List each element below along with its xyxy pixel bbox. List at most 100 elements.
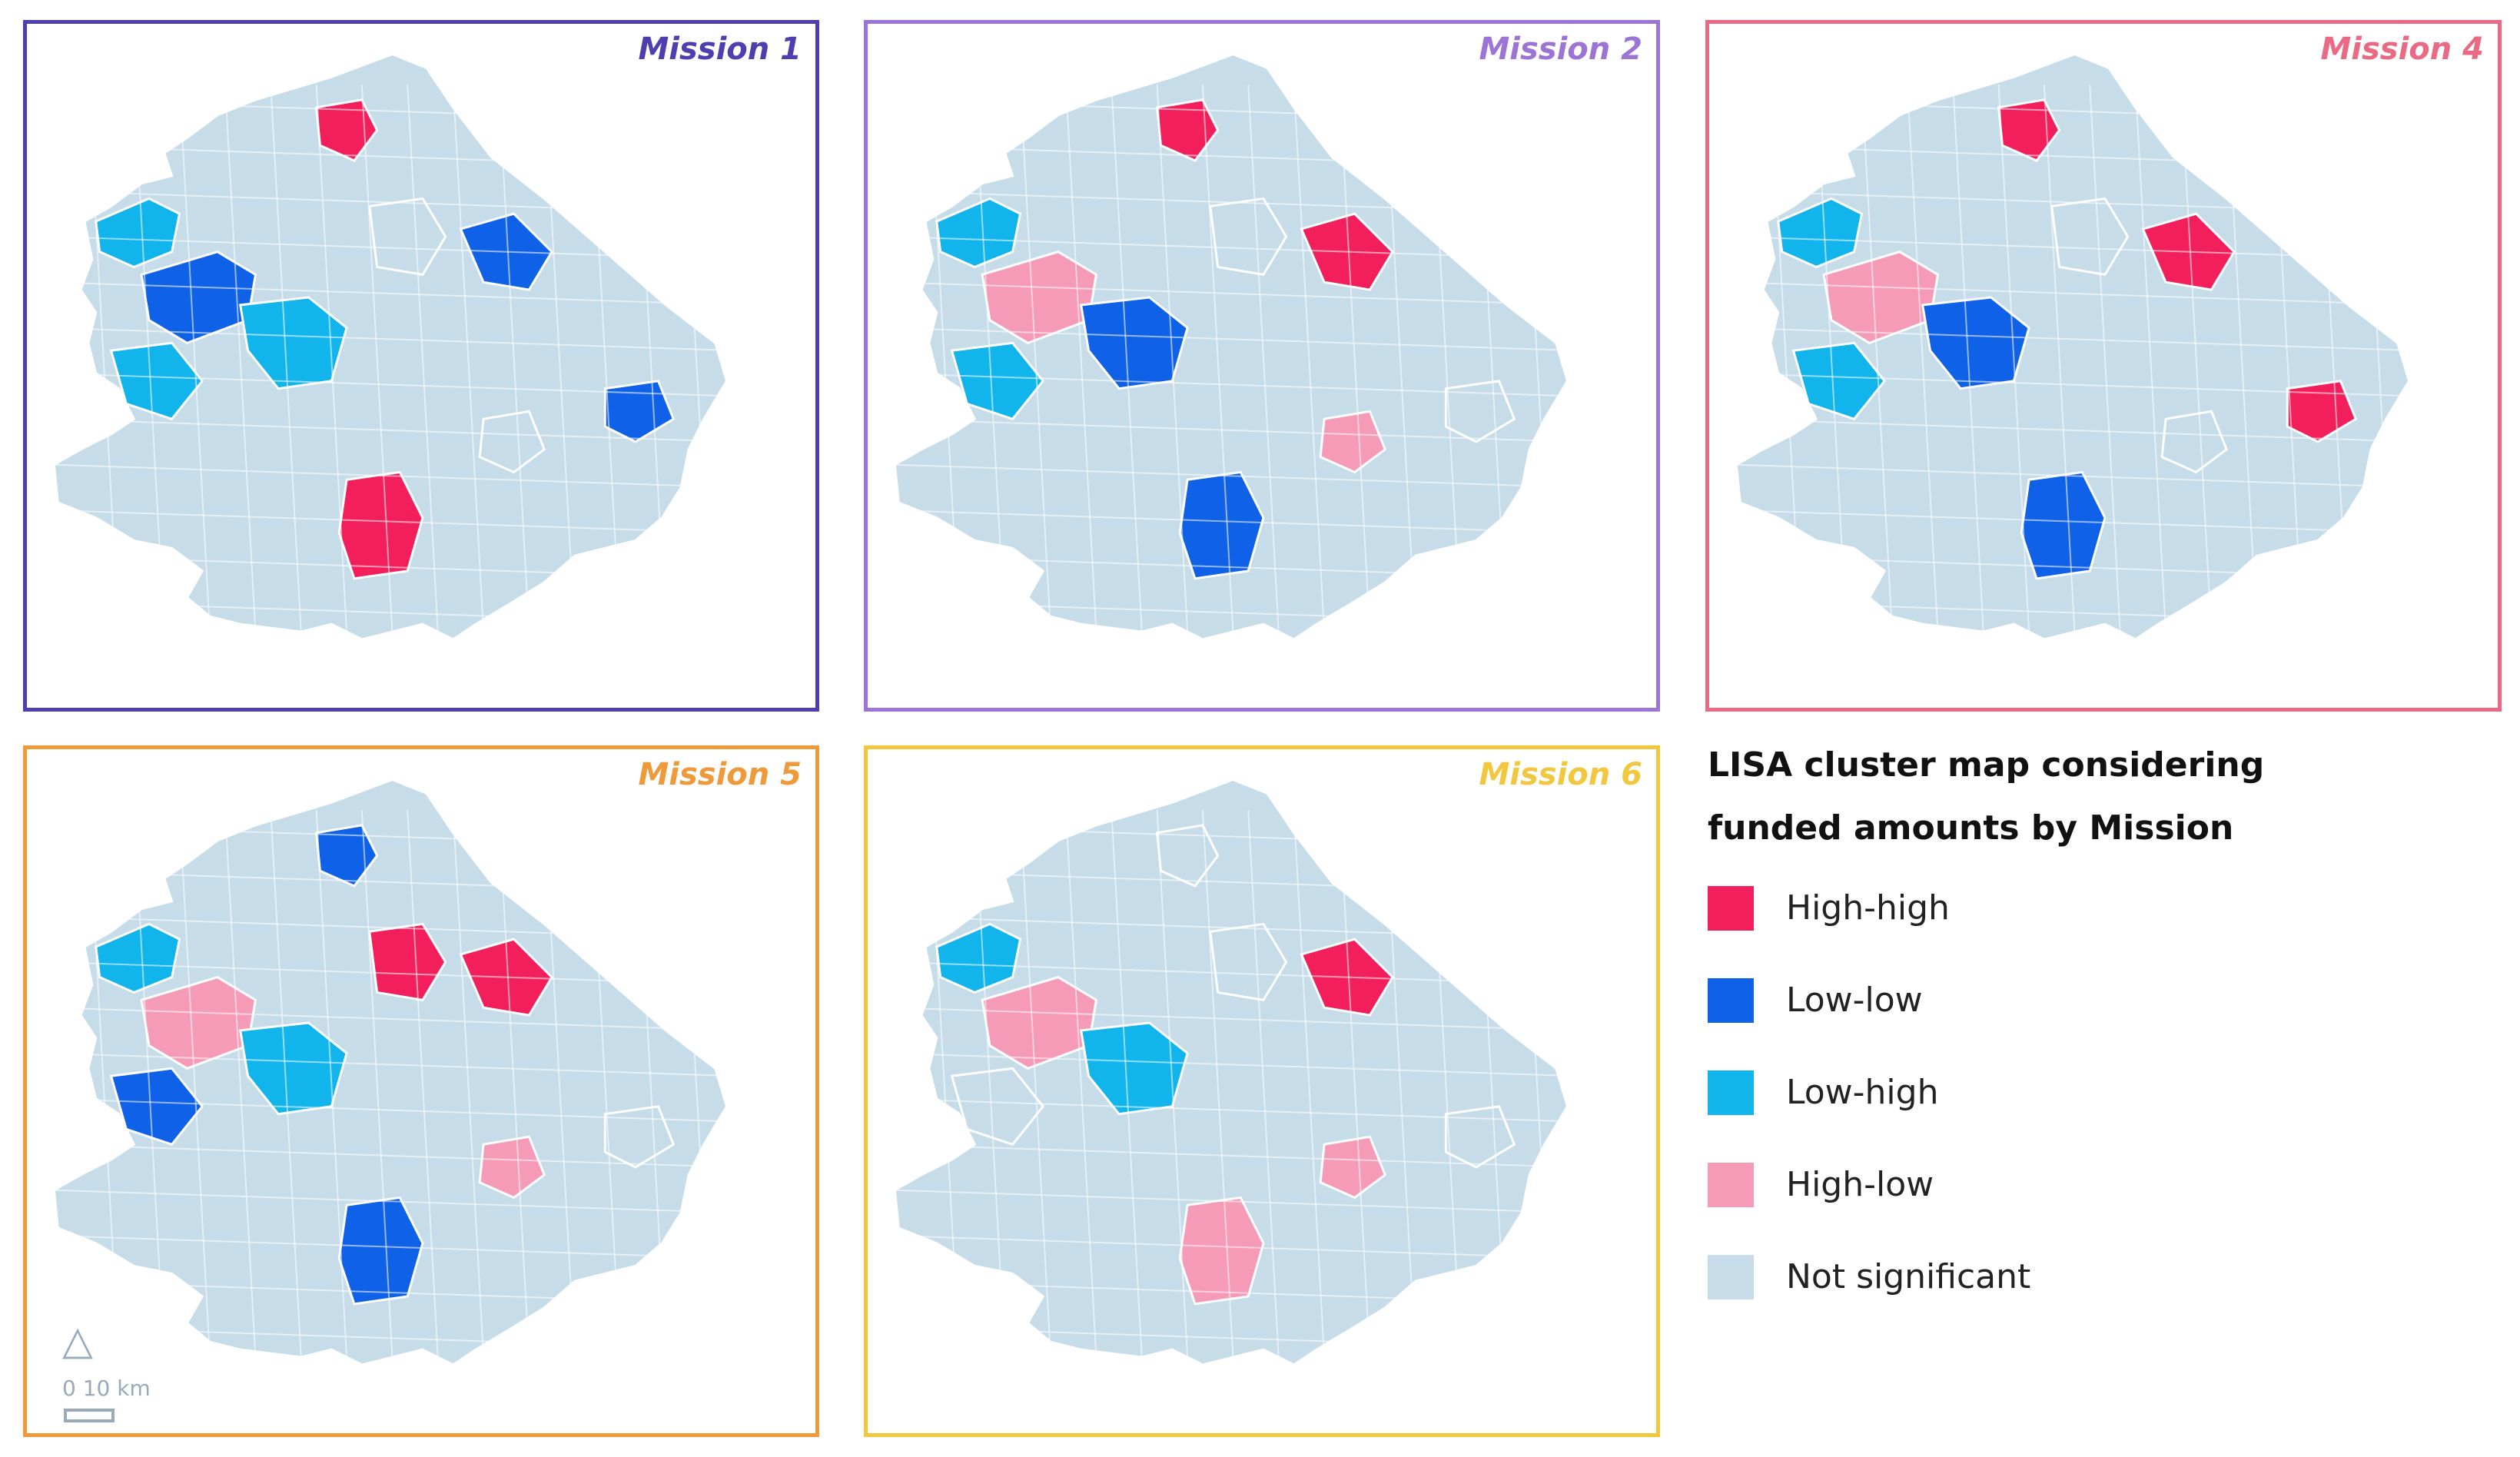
boundary-line [497,810,530,1358]
boundary-line [360,810,393,1358]
legend-swatch [1708,1255,1754,1299]
cluster-region-low-high [1777,197,1864,269]
boundary-line [895,1052,1568,1077]
boundary-line [1156,810,1189,1358]
cluster-region-low-high [95,197,181,269]
boundary-line [1736,509,2409,534]
boundary-line [270,85,302,632]
legend-item-low-high: Low-high [1708,1067,2476,1160]
cluster-region-low-high [950,341,1045,420]
boundary-line [895,1234,1568,1260]
map-panel-mission-5: Mission 5 △ 0 10 km [23,745,819,1437]
map-mission-6 [893,778,1569,1366]
legend-label: Low-low [1786,981,1923,1020]
boundary-line [224,85,257,632]
cluster-region-low-low [337,1196,424,1306]
cluster-region-high-low [478,1135,546,1200]
cluster-region-low-low [2020,470,2107,580]
panel-title: Mission 1 [638,32,802,67]
boundary-line [1293,810,1326,1358]
cluster-region-high-high [337,470,424,580]
legend-item-low-low: Low-low [1708,975,2476,1067]
boundary-line [1338,85,1371,632]
boundary-line [407,85,439,632]
scale-label: 0 10 km [62,1376,151,1401]
map-mission-2 [893,52,1569,641]
boundary-line [2180,85,2213,632]
boundary-line [54,418,727,443]
legend-swatch [1708,886,1754,931]
scale-bar [64,1409,115,1422]
cluster-region-high-low [1178,1196,1265,1306]
legend-title-line1: LISA cluster map considering [1708,745,2265,785]
legend-label: Not significant [1786,1257,2031,1296]
boundary-line [270,810,302,1358]
legend: LISA cluster map considering funded amou… [1708,734,2476,1344]
cluster-region-low-low [1921,296,2030,390]
boundary-line [1156,85,1189,632]
boundary-line [54,1007,727,1031]
boundary-line [1019,85,1052,632]
boundary-line [1111,810,1143,1358]
boundary-line [895,281,1568,306]
cluster-region-low-high [95,922,181,994]
map-mission-1 [52,52,729,641]
panel-title: Mission 2 [1479,32,1642,67]
boundary-line [1906,85,1939,632]
municipal-boundaries [895,810,1568,1358]
boundary-line [315,85,348,632]
boundary-line [895,1143,1568,1168]
boundary-line [1338,810,1371,1358]
boundary-line [1247,85,1280,632]
boundary-line [1736,418,2409,443]
boundary-line [895,1189,1568,1214]
cluster-region-low-high [1791,341,1887,420]
boundary-line [895,509,1568,534]
cluster-region-low-high [935,922,1022,994]
boundary-line [54,1234,727,1260]
boundary-line [1997,85,2030,632]
boundary-line [895,1007,1568,1031]
cluster-region-low-low [1079,296,1189,390]
map-mission-4 [1735,52,2411,641]
boundary-line [1201,85,1234,632]
boundary-line [1201,810,1234,1358]
boundary-line [54,1189,727,1214]
boundary-line [895,372,1568,397]
boundary-line [895,418,1568,443]
boundary-line [1736,372,2409,397]
boundary-line [360,85,393,632]
boundary-line [178,85,211,632]
boundary-line [407,810,439,1358]
boundary-line [54,463,727,489]
legend-item-high-high: High-high [1708,883,2476,975]
boundary-line [1736,463,2409,489]
cluster-region-low-high [238,296,348,390]
map-panel-mission-6: Mission 6 [864,745,1660,1437]
boundary-line [1736,327,2409,352]
map-panel-mission-4: Mission 4 [1705,20,2502,712]
boundary-line [54,509,727,534]
cluster-region-low-low [109,1067,204,1146]
boundary-line [895,463,1568,489]
boundary-line [1247,810,1280,1358]
boundary-line [497,85,530,632]
cluster-region-low-high [109,341,204,420]
panel-title: Mission 4 [2320,32,2484,67]
boundary-line [452,810,485,1358]
cluster-region-high-low [1319,1135,1386,1200]
boundary-line [224,810,257,1358]
legend-label: High-low [1786,1165,1934,1204]
cluster-region-high-low [1319,410,1386,474]
cluster-region-low-low [1178,470,1265,580]
boundary-line [1293,85,1326,632]
boundary-line [315,810,348,1358]
legend-item-high-low: High-low [1708,1160,2476,1252]
cluster-region-low-high [935,197,1022,269]
legend-swatch [1708,978,1754,1023]
legend-swatch [1708,1070,1754,1115]
north-arrow-icon: △ [62,1318,93,1364]
boundary-line [54,372,727,397]
legend-label: High-high [1786,888,1950,928]
boundary-line [1952,85,1984,632]
